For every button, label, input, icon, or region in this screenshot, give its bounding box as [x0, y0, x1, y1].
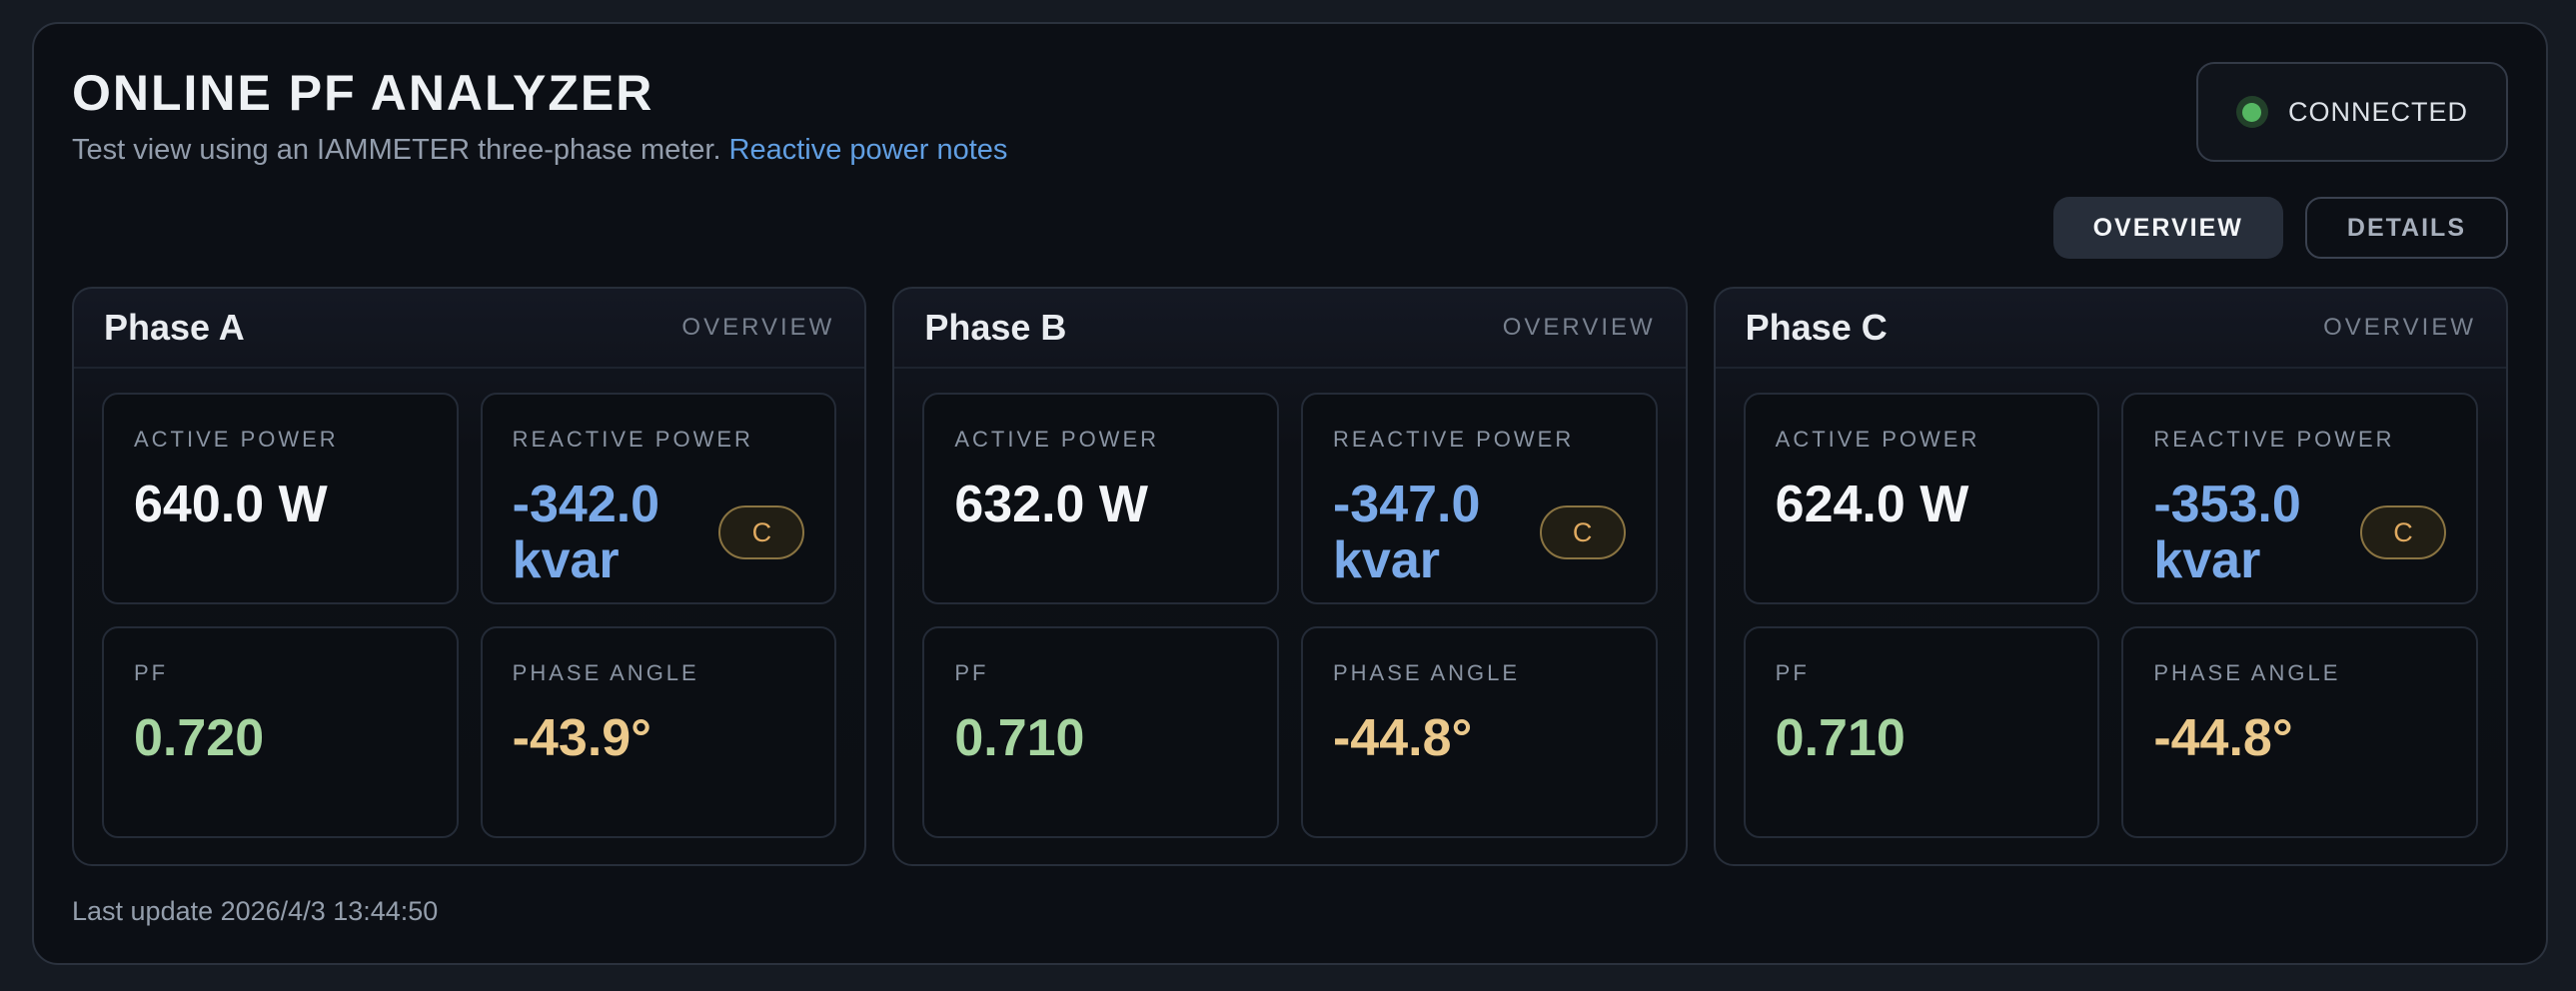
active-power-value: 632.0 W	[954, 476, 1148, 533]
phase-card-title: Phase C	[1745, 307, 1888, 348]
reactive-power-value: -342.0 kvar	[512, 476, 660, 590]
reactive-power-row: -353.0 kvar C	[2153, 477, 2446, 588]
tab-overview[interactable]: OVERVIEW	[2052, 197, 2283, 259]
phase-card-header: Phase C OVERVIEW	[1715, 289, 2506, 369]
phase-angle-tile: PHASE ANGLE -44.8°	[1300, 626, 1658, 838]
pf-value: 0.710	[1775, 709, 1906, 767]
phase-angle-label: PHASE ANGLE	[1332, 660, 1521, 685]
phase-card-body: ACTIVE POWER 632.0 W REACTIVE POWER -347…	[894, 369, 1685, 864]
capacitive-badge[interactable]: C	[718, 505, 805, 560]
phase-cards-row: Phase A OVERVIEW ACTIVE POWER 640.0 W RE…	[72, 287, 2508, 866]
page-title: ONLINE PF ANALYZER	[72, 65, 654, 121]
reactive-power-tile: REACTIVE POWER -353.0 kvar C	[2121, 393, 2478, 604]
reactive-power-label: REACTIVE POWER	[1332, 427, 1575, 452]
status-dot-core-icon	[2242, 102, 2262, 122]
active-power-label: ACTIVE POWER	[1775, 427, 1980, 452]
reactive-power-row: -342.0 kvar C	[513, 477, 805, 588]
view-tabs: OVERVIEW DETAILS	[72, 197, 2508, 259]
phase-card-a: Phase A OVERVIEW ACTIVE POWER 640.0 W RE…	[72, 287, 867, 866]
pf-label: PF	[134, 660, 169, 685]
pf-analyzer-panel: ONLINE PF ANALYZER Test view using an IA…	[32, 22, 2548, 965]
pf-value: 0.720	[134, 709, 265, 767]
pf-tile: PF 0.710	[1743, 626, 2100, 838]
active-power-label: ACTIVE POWER	[954, 427, 1160, 452]
phase-card-header: Phase B OVERVIEW	[894, 289, 1686, 369]
phase-card-overview-label: OVERVIEW	[681, 314, 835, 341]
active-power-value: 624.0 W	[1775, 476, 1969, 533]
subtitle: Test view using an IAMMETER three-phase …	[72, 134, 2508, 167]
reactive-power-tile: REACTIVE POWER -342.0 kvar C	[480, 393, 837, 604]
capacitive-badge[interactable]: C	[1539, 505, 1626, 560]
phase-angle-value: -44.8°	[1332, 709, 1473, 767]
status-label: CONNECTED	[2287, 96, 2468, 127]
capacitive-badge[interactable]: C	[2359, 505, 2446, 560]
pf-value: 0.710	[954, 709, 1085, 767]
phase-angle-value: -44.8°	[2153, 709, 2293, 767]
reactive-power-value: -347.0 kvar	[1332, 476, 1481, 590]
reactive-power-label: REACTIVE POWER	[2153, 427, 2395, 452]
active-power-label: ACTIVE POWER	[134, 427, 339, 452]
phase-card-overview-label: OVERVIEW	[1502, 314, 1656, 341]
phase-card-c: Phase C OVERVIEW ACTIVE POWER 624.0 W RE…	[1713, 287, 2508, 866]
phase-card-body: ACTIVE POWER 640.0 W REACTIVE POWER -342…	[74, 369, 864, 864]
phase-angle-label: PHASE ANGLE	[512, 660, 699, 685]
phase-angle-value: -43.9°	[512, 709, 651, 767]
active-power-value: 640.0 W	[134, 476, 328, 533]
phase-card-overview-label: OVERVIEW	[2323, 314, 2476, 341]
pf-tile: PF 0.710	[922, 626, 1279, 838]
status-dot-icon	[2235, 96, 2268, 128]
phase-card-title: Phase B	[924, 307, 1067, 348]
active-power-tile: ACTIVE POWER 640.0 W	[102, 393, 459, 604]
last-update-text: Last update 2026/4/3 13:44:50	[72, 896, 439, 926]
active-power-tile: ACTIVE POWER 632.0 W	[922, 393, 1279, 604]
phase-card-body: ACTIVE POWER 624.0 W REACTIVE POWER -353…	[1716, 369, 2506, 864]
phase-card-title: Phase A	[104, 307, 245, 348]
pf-label: PF	[1775, 660, 1810, 685]
reactive-power-row: -347.0 kvar C	[1333, 477, 1626, 588]
phase-card-header: Phase A OVERVIEW	[74, 289, 865, 369]
phase-card-b: Phase B OVERVIEW ACTIVE POWER 632.0 W RE…	[892, 287, 1688, 866]
connection-status-badge: CONNECTED	[2195, 62, 2508, 162]
phase-angle-tile: PHASE ANGLE -43.9°	[480, 626, 837, 838]
active-power-tile: ACTIVE POWER 624.0 W	[1743, 393, 2100, 604]
pf-tile: PF 0.720	[102, 626, 459, 838]
phase-angle-tile: PHASE ANGLE -44.8°	[2121, 626, 2478, 838]
phase-angle-label: PHASE ANGLE	[2153, 660, 2341, 685]
reactive-power-notes-link[interactable]: Reactive power notes	[728, 134, 1008, 166]
reactive-power-tile: REACTIVE POWER -347.0 kvar C	[1300, 393, 1658, 604]
tab-details[interactable]: DETAILS	[2304, 197, 2508, 259]
reactive-power-label: REACTIVE POWER	[512, 427, 753, 452]
reactive-power-value: -353.0 kvar	[2153, 476, 2301, 590]
subtitle-text: Test view using an IAMMETER three-phase …	[72, 134, 721, 166]
pf-label: PF	[954, 660, 989, 685]
header: ONLINE PF ANALYZER Test view using an IA…	[72, 62, 2508, 167]
